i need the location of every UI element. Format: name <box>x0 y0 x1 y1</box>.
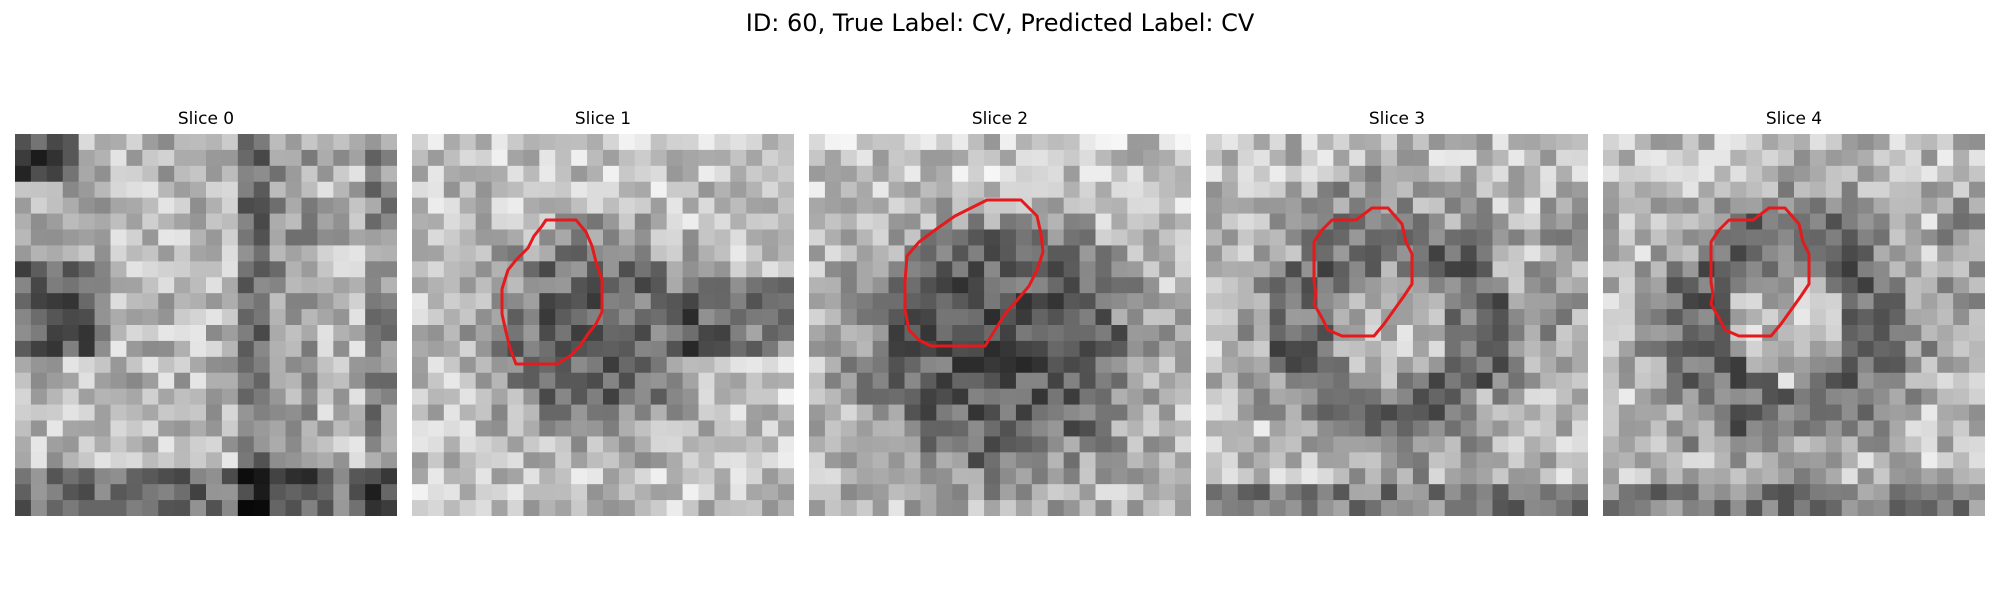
slice-image-1 <box>412 134 794 516</box>
slice-panel-3: Slice 3 <box>1206 108 1588 516</box>
segmentation-contour <box>1312 206 1414 338</box>
slice-title-3: Slice 3 <box>1368 109 1426 129</box>
slice-title-1: Slice 1 <box>574 109 632 129</box>
slice-title-0: Slice 0 <box>177 109 235 129</box>
slice-image-4 <box>1603 134 1985 516</box>
slice-pixel-grid <box>1206 134 1588 516</box>
segmentation-contour <box>903 198 1045 348</box>
slice-pixel-grid <box>412 134 794 516</box>
slice-panel-1: Slice 1 <box>412 108 794 516</box>
slice-pixel-grid <box>809 134 1191 516</box>
slice-image-2 <box>809 134 1191 516</box>
slice-title-2: Slice 2 <box>971 109 1029 129</box>
segmentation-contour <box>1709 206 1811 338</box>
slice-image-3 <box>1206 134 1588 516</box>
slice-panel-2: Slice 2 <box>809 108 1191 516</box>
slice-image-0 <box>15 134 397 516</box>
segmentation-contour <box>500 218 604 366</box>
slice-panel-0: Slice 0 <box>15 108 397 516</box>
slice-pixel-grid <box>1603 134 1985 516</box>
slice-pixel-grid <box>15 134 397 516</box>
slice-panel-4: Slice 4 <box>1603 108 1985 516</box>
figure-title: ID: 60, True Label: CV, Predicted Label:… <box>745 9 1255 37</box>
slice-title-4: Slice 4 <box>1765 109 1823 129</box>
